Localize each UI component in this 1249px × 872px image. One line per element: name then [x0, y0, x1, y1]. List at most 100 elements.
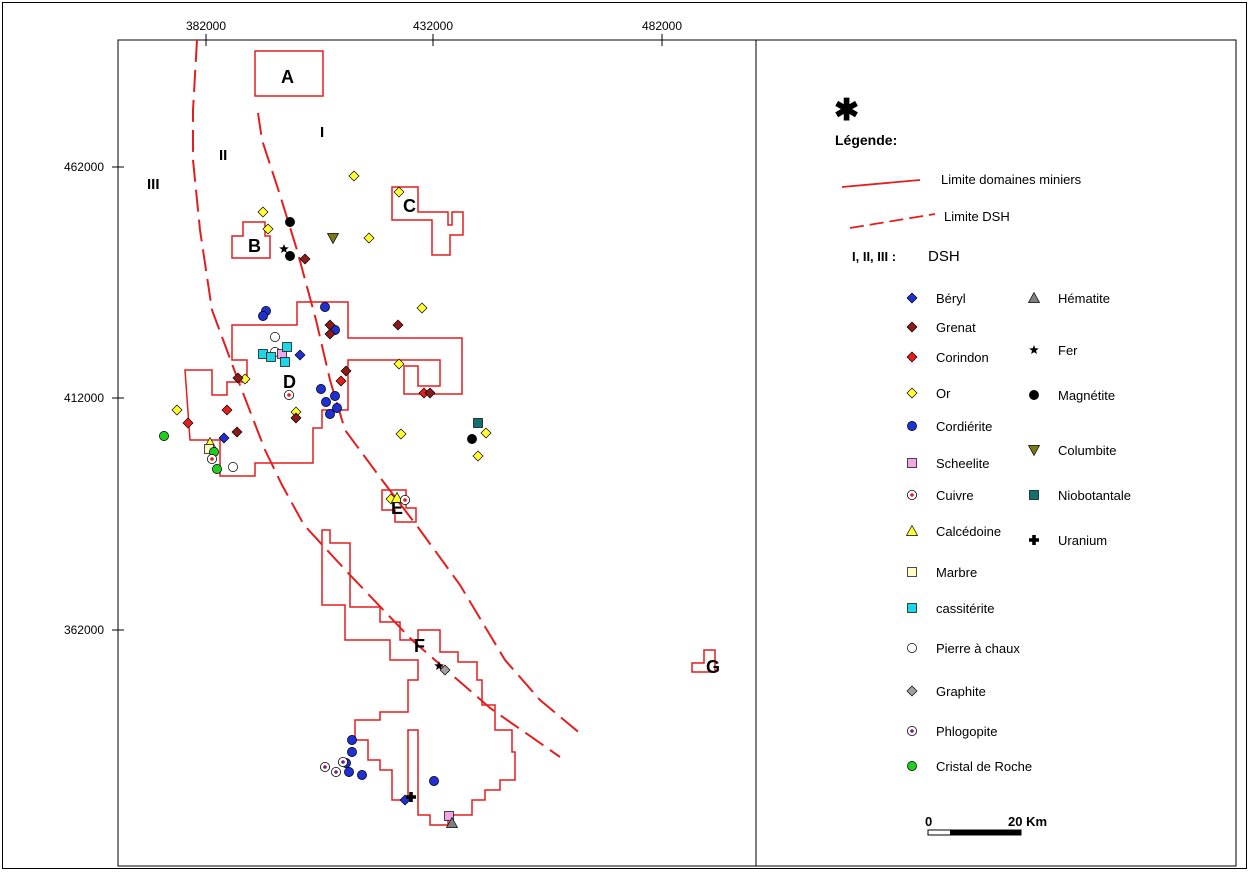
- occurrence-or: [395, 428, 407, 440]
- legend-label: Scheelite: [936, 456, 989, 471]
- occurrence-or: [393, 186, 405, 198]
- dsh-boundary-west: [192, 39, 561, 758]
- legend-minerals-left: Béryl Grenat Corindon Or Cordiérite Scheelite…: [905, 291, 1032, 774]
- occurrence-niobotantale: [473, 418, 483, 428]
- x-tick-label: 432000: [413, 19, 453, 33]
- mining-domains: [184, 50, 716, 826]
- scale-bar-end: 20 Km: [1008, 814, 1047, 829]
- legend-label: Cordiérite: [936, 419, 992, 434]
- occurrence-cassit-rite: [282, 342, 292, 352]
- scale-bar: 0 20 Km: [925, 814, 1047, 836]
- legend-symbol-h-matite: [1027, 291, 1041, 303]
- legend-label: Calcédoine: [936, 524, 1001, 539]
- legend-symbol-corindon: [906, 351, 918, 363]
- legend-label: Corindon: [936, 350, 989, 365]
- occurrence-or: [171, 404, 183, 416]
- legend-title: Légende:: [835, 132, 897, 148]
- occurrence-or: [348, 170, 360, 182]
- zone-label-D: D: [283, 372, 296, 392]
- occurrence-cuivre: [206, 453, 217, 464]
- legend-symbol-grenat: [906, 321, 918, 333]
- zone-label-F: F: [414, 636, 425, 656]
- occurrence-cordi-rite: [325, 409, 335, 419]
- legend-symbol-cuivre: [907, 489, 918, 500]
- occurrence-cordi-rite: [258, 311, 268, 321]
- occurrence-magn-tite: [285, 251, 295, 261]
- domain-F: [321, 529, 516, 826]
- y-tick-label: 362000: [64, 623, 104, 637]
- occurrence-magn-tite: [285, 217, 295, 227]
- occurrence-or: [480, 427, 492, 439]
- dsh-boundaries: [192, 39, 583, 758]
- occurrence-b-ryl: [218, 432, 230, 444]
- legend-label: Hématite: [1058, 291, 1110, 306]
- legend-label: Or: [936, 386, 951, 401]
- north-symbol: ✱: [834, 94, 859, 127]
- occurrence-pierre-chaux: [228, 462, 238, 472]
- legend-label: Columbite: [1058, 443, 1117, 458]
- x-tick-label: 482000: [642, 19, 682, 33]
- legend: ✱ Légende: Limite domaines miniers Limit…: [834, 94, 1131, 836]
- dsh-labels: I II III: [147, 124, 324, 193]
- occurrence-grenat: [290, 412, 302, 424]
- scale-bar-fill: [950, 830, 1021, 835]
- zone-labels: A B C D E F G: [248, 67, 720, 677]
- occurrence-uranium: [406, 792, 417, 802]
- legend-label: Graphite: [936, 684, 986, 699]
- occurrence-grenat: [324, 328, 336, 340]
- zone-label-C: C: [403, 196, 416, 216]
- legend-label: Béryl: [936, 291, 966, 306]
- legend-symbol-niobotantale: [1029, 490, 1039, 500]
- occurrence-cuivre: [399, 494, 410, 505]
- legend-symbol-phlogopite: [907, 726, 918, 737]
- occurrence-cordi-rite: [344, 767, 354, 777]
- legend-symbol-graphite: [906, 685, 918, 697]
- legend-symbol-fer: [1029, 345, 1039, 354]
- occurrence-cordi-rite: [347, 747, 357, 757]
- legend-symbol-cordi-rite: [907, 421, 917, 431]
- zone-label-A: A: [281, 67, 294, 87]
- domain-A: [254, 50, 324, 97]
- legend-symbol-or: [906, 387, 918, 399]
- legend-symbol-marbre: [907, 567, 917, 577]
- legend-label: Pierre à chaux: [936, 641, 1020, 656]
- occurrence-cordi-rite: [357, 770, 367, 780]
- legend-dsh-key: I, II, III :: [852, 249, 896, 264]
- legend-label: Magnétite: [1058, 388, 1115, 403]
- legend-label: Grenat: [936, 320, 976, 335]
- occurrence-b-ryl: [294, 349, 306, 361]
- occurrence-magn-tite: [467, 434, 477, 444]
- occurrence-cordi-rite: [316, 384, 326, 394]
- occurrence-or: [393, 358, 405, 370]
- occurrence-cordi-rite: [429, 776, 439, 786]
- domain-D: [184, 301, 463, 477]
- y-axis: 462000 412000 362000: [64, 160, 124, 637]
- legend-dashed-line-symbol: [849, 213, 936, 229]
- occurrence-or: [257, 206, 269, 218]
- occurrence-cordi-rite: [330, 391, 340, 401]
- legend-solid-line-symbol: [841, 179, 921, 188]
- legend-symbol-magn-tite: [1029, 390, 1039, 400]
- legend-symbol-scheelite: [907, 458, 917, 468]
- dsh-label-I: I: [320, 124, 324, 141]
- occurrence-grenat: [392, 319, 404, 331]
- dsh-boundary-east: [257, 112, 583, 736]
- scale-bar-zero: 0: [925, 814, 932, 829]
- legend-symbol-b-ryl: [906, 292, 918, 304]
- legend-label: Cristal de Roche: [936, 759, 1032, 774]
- legend-label: Uranium: [1058, 533, 1107, 548]
- legend-dashed-line-label: Limite DSH: [944, 209, 1010, 224]
- occurrence-cassit-rite: [280, 357, 290, 367]
- occurrence-cordi-rite: [332, 403, 342, 413]
- occurrence-or: [472, 450, 484, 462]
- legend-label: Cuivre: [936, 488, 974, 503]
- occurrence-fer: [279, 244, 289, 253]
- occurrence-cordi-rite: [320, 302, 330, 312]
- zone-label-G: G: [706, 657, 720, 677]
- occurrence-cristal-de-roche: [159, 431, 169, 441]
- legend-symbol-pierre-chaux: [907, 643, 917, 653]
- legend-label: Marbre: [936, 565, 977, 580]
- occurrence-cassit-rite: [258, 349, 268, 359]
